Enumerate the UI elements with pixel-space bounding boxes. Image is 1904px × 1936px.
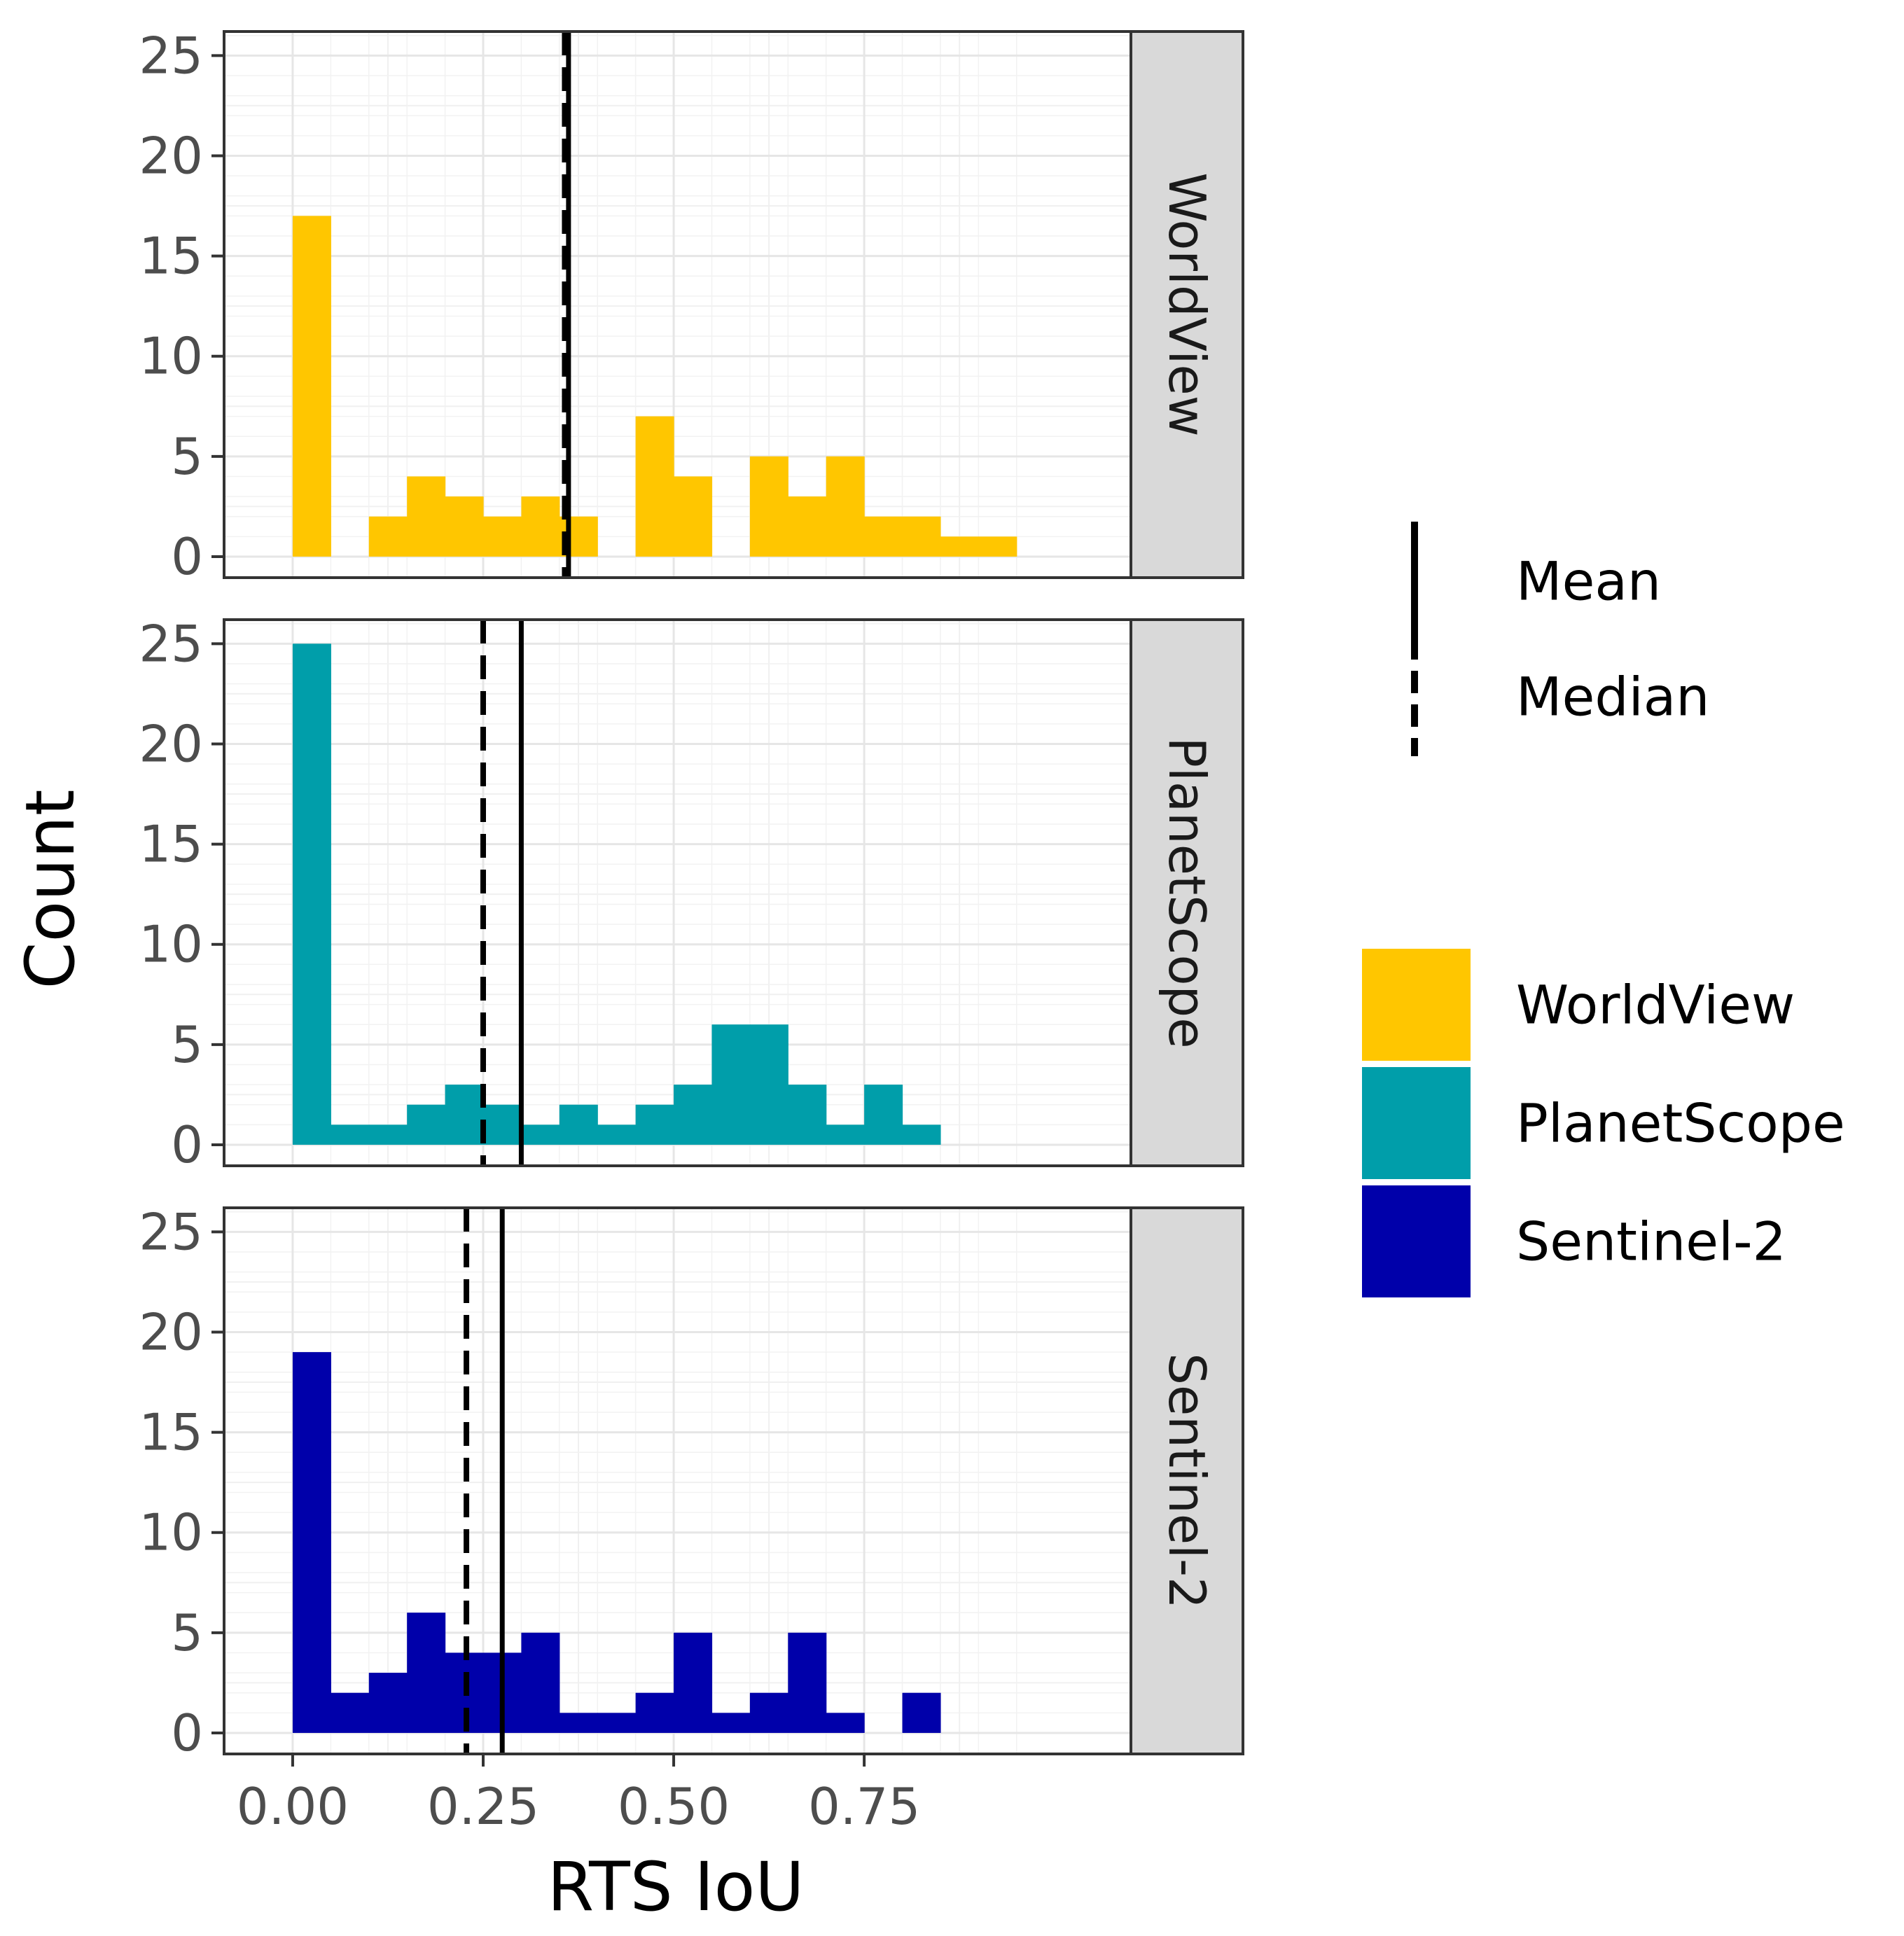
facet-strip: [1130, 618, 1244, 1167]
histogram-bar: [368, 1673, 408, 1733]
legend-color-key: [1362, 1185, 1471, 1297]
histogram-bar: [559, 1713, 598, 1733]
y-tick-label: 5: [171, 1603, 203, 1662]
facet-panels: WorldView 0 5 10 15 20 25 PlanetScope 0 5 10 15 20 25…: [139, 26, 1244, 1762]
histogram-bar: [292, 216, 331, 557]
legend-fill-label: WorldView: [1516, 974, 1795, 1036]
histogram-bar: [445, 496, 484, 557]
histogram-bar: [749, 1692, 788, 1733]
histogram-bar: [292, 643, 331, 1145]
y-tick-label: 10: [139, 915, 203, 974]
legend-line-label: Median: [1516, 666, 1709, 728]
histogram-bar: [521, 496, 560, 557]
x-axis-ticks: 0.00 0.25 0.50 0.75: [237, 1754, 920, 1836]
y-tick-label: 5: [171, 427, 203, 486]
histogram-bar: [368, 516, 408, 557]
y-tick-label: 15: [139, 227, 203, 286]
facet-strip-label: WorldView: [1158, 172, 1216, 436]
legend-color-key: [1362, 1067, 1471, 1179]
histogram-bar: [788, 1632, 827, 1733]
legend-fill-label: Sentinel-2: [1516, 1211, 1786, 1273]
y-tick-label: 25: [139, 1202, 203, 1261]
y-tick-label: 25: [139, 614, 203, 673]
y-tick-label: 10: [139, 1503, 203, 1562]
histogram-bar: [292, 1352, 331, 1733]
legend-line-label: Mean: [1516, 550, 1661, 613]
x-tick-label: 0.75: [808, 1777, 920, 1836]
histogram-bar: [674, 1085, 713, 1145]
y-tick-label: 20: [139, 126, 203, 185]
histogram-bar: [902, 1124, 941, 1145]
histogram-bar: [445, 1085, 484, 1145]
histogram-bar: [521, 1632, 560, 1733]
histogram-bar: [749, 456, 788, 557]
facet-panel-1: PlanetScope 0 5 10 15 20 25: [139, 614, 1244, 1174]
facet-strip: [1130, 1206, 1244, 1755]
histogram-bar: [978, 536, 1017, 557]
legend-fill-colors: WorldView PlanetScope Sentinel-2: [1362, 949, 1845, 1297]
histogram-bar: [788, 1085, 827, 1145]
y-tick-label: 10: [139, 327, 203, 386]
legend-color-key: [1362, 949, 1471, 1061]
histogram-bar: [864, 1085, 903, 1145]
y-axis-title: Count: [11, 789, 90, 989]
histogram-bar: [826, 1124, 865, 1145]
x-tick-label: 0.25: [427, 1777, 539, 1836]
y-tick-label: 15: [139, 815, 203, 874]
histogram-bar: [597, 1713, 637, 1733]
histogram-bar: [902, 516, 941, 557]
y-tick-label: 0: [171, 1704, 203, 1762]
y-tick-label: 15: [139, 1403, 203, 1462]
y-tick-label: 25: [139, 26, 203, 85]
histogram-bar: [864, 516, 903, 557]
legend-line-types: Mean Median: [1411, 522, 1709, 756]
histogram-bar: [711, 1713, 751, 1733]
histogram-bar: [331, 1692, 370, 1733]
histogram-bar: [788, 496, 827, 557]
histogram-bar: [635, 1692, 674, 1733]
facet-strip: [1130, 30, 1244, 579]
histogram-bar: [635, 1104, 674, 1145]
histogram-bar: [331, 1124, 370, 1145]
histogram-bar: [826, 456, 865, 557]
histogram-bar: [407, 1104, 446, 1145]
histogram-bar: [635, 416, 674, 557]
facet-strip-label: Sentinel-2: [1158, 1353, 1216, 1609]
histogram-bar: [749, 1024, 788, 1145]
histogram-bar: [407, 476, 446, 557]
histogram-bar: [483, 1104, 522, 1145]
y-tick-label: 5: [171, 1015, 203, 1074]
histogram-bar: [407, 1613, 446, 1733]
legend-fill-label: PlanetScope: [1516, 1092, 1845, 1155]
y-tick-label: 20: [139, 1302, 203, 1361]
facet-panel-2: Sentinel-2 0 5 10 15 20 25: [139, 1202, 1244, 1762]
histogram-bar: [902, 1692, 941, 1733]
y-tick-label: 0: [171, 527, 203, 586]
histogram-bar: [483, 516, 522, 557]
x-tick-label: 0.50: [618, 1777, 730, 1836]
histogram-bar: [674, 1632, 713, 1733]
x-tick-label: 0.00: [237, 1777, 349, 1836]
histogram-bar: [559, 1104, 598, 1145]
histogram-bar: [826, 1713, 865, 1733]
facet-strip-label: PlanetScope: [1158, 737, 1216, 1048]
histogram-bar: [711, 1024, 751, 1145]
y-tick-label: 0: [171, 1115, 203, 1174]
y-tick-label: 20: [139, 714, 203, 773]
facet-panel-0: WorldView 0 5 10 15 20 25: [139, 26, 1244, 586]
histogram-bar: [368, 1124, 408, 1145]
histogram-bar: [674, 476, 713, 557]
histogram-bar: [940, 536, 979, 557]
histogram-bar: [521, 1124, 560, 1145]
x-axis-title: RTS IoU: [547, 1848, 804, 1926]
histogram-bar: [597, 1124, 637, 1145]
